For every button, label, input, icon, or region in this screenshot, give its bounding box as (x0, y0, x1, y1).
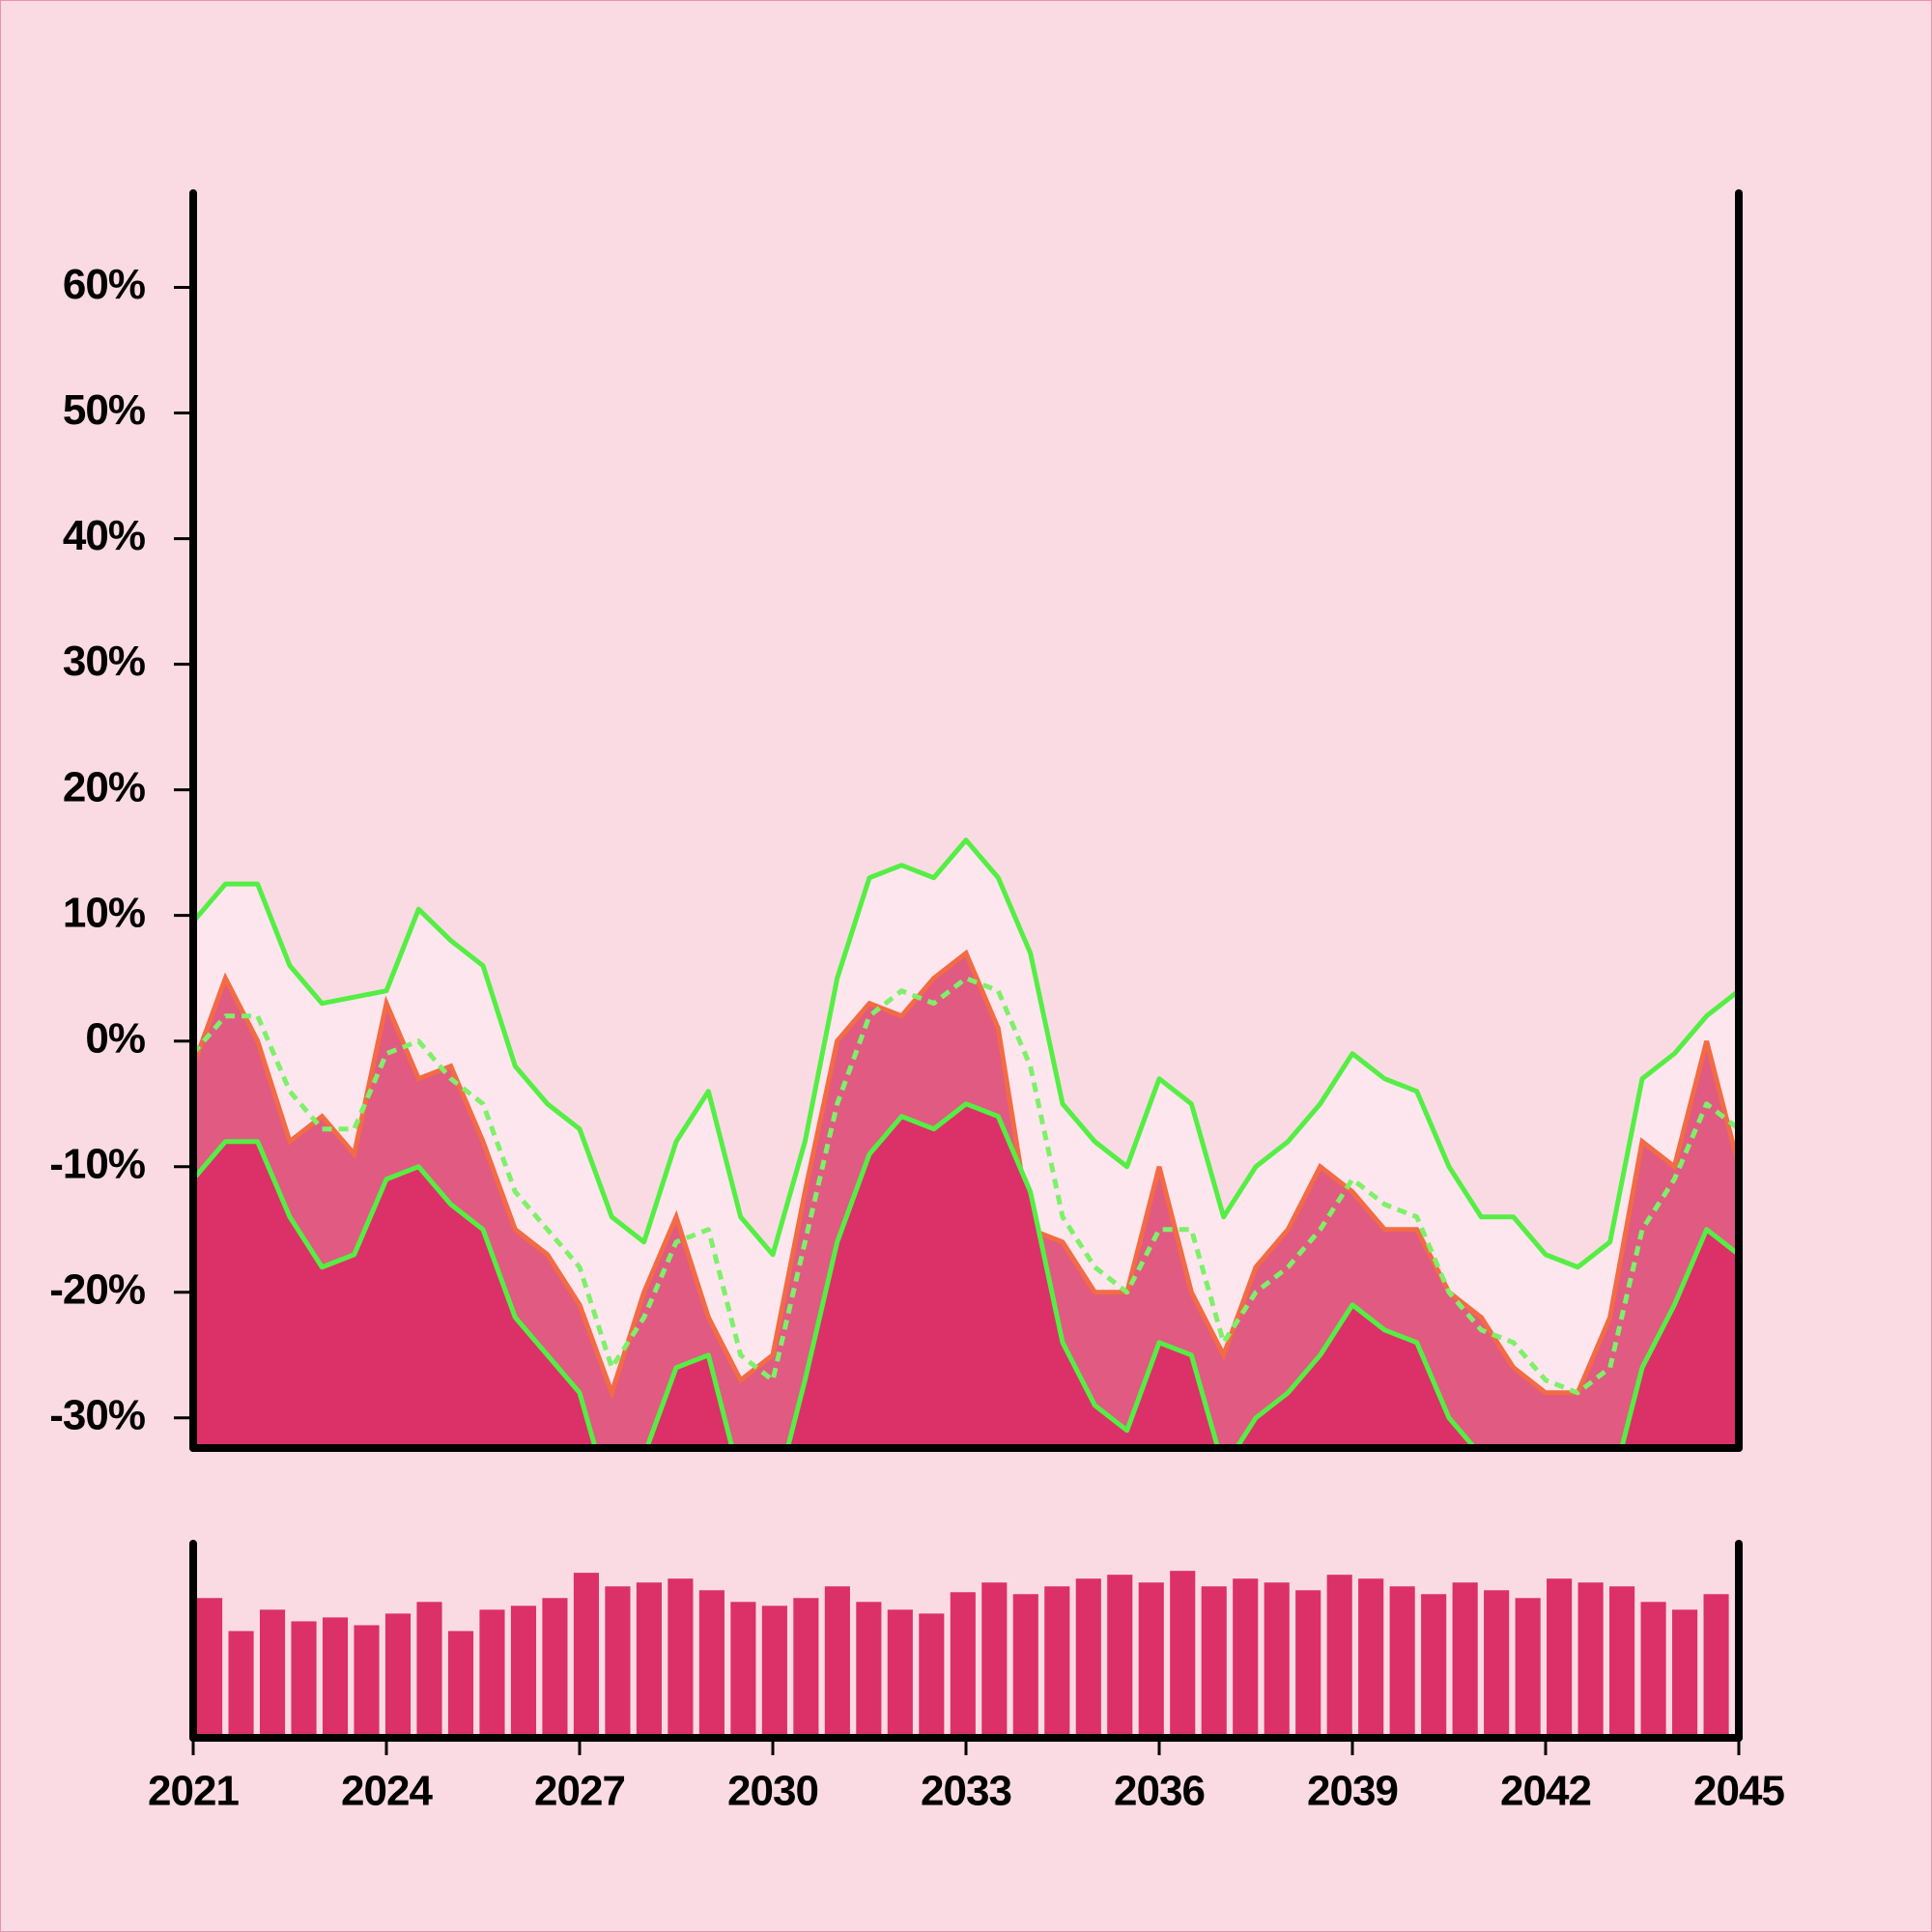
volume-bar (1326, 1575, 1352, 1738)
x-tick-label: 2030 (727, 1768, 818, 1815)
upper-line (193, 838, 1739, 1270)
volume-bar (981, 1582, 1008, 1738)
volume-bar (1609, 1586, 1635, 1738)
x-tick-label: 2033 (921, 1768, 1011, 1815)
volume-bar (1452, 1582, 1478, 1738)
axes: -30% -20% -10% 0% 10% 20% 30% 40% 50% 60% 2021 2024… (49, 189, 1785, 1815)
volume-bar (1012, 1594, 1038, 1738)
x-tick-label: 2021 (148, 1768, 239, 1815)
volume-bar (793, 1598, 819, 1738)
volume-bar (856, 1602, 882, 1738)
plot-area (193, 838, 1739, 1448)
y-tick-label: -30% (49, 1391, 145, 1438)
volume-bar (887, 1609, 913, 1738)
volume-bar (447, 1631, 474, 1738)
y-tick-label: 40% (63, 512, 145, 559)
y-tick-label: 60% (63, 261, 145, 308)
volume-bar (761, 1605, 787, 1738)
y-tick-label: 0% (85, 1014, 145, 1062)
volume-bar (291, 1621, 317, 1738)
volume-bar (698, 1590, 724, 1738)
volume-bar (668, 1578, 694, 1738)
x-tick-label: 2045 (1693, 1768, 1784, 1815)
volume-bar (1389, 1586, 1415, 1738)
lower-line (193, 1101, 1739, 1448)
volume-bar (1044, 1586, 1070, 1738)
volume-bar (1107, 1575, 1133, 1738)
volume-bar (1515, 1598, 1541, 1738)
volume-bar (1484, 1590, 1510, 1738)
volume-bar (197, 1598, 223, 1738)
volume-bar (636, 1582, 662, 1738)
volume-bar (1547, 1578, 1573, 1738)
volume-bar (919, 1613, 945, 1738)
volume-bar (1672, 1609, 1698, 1738)
volume-bar (1640, 1602, 1666, 1738)
volume-bar (384, 1613, 412, 1738)
volume-bar (354, 1625, 380, 1738)
volume-bar (259, 1609, 286, 1738)
y-tick-label: 10% (63, 889, 145, 936)
price-line (193, 949, 1739, 1401)
y-tick-label: 50% (63, 386, 145, 434)
volume-bar (573, 1573, 599, 1738)
volume-bar (542, 1598, 568, 1738)
lower-area (193, 1103, 1739, 1448)
volume-bar (1233, 1578, 1259, 1738)
volume-bar (510, 1605, 537, 1738)
volume-bar (1703, 1594, 1729, 1738)
volume-bar (1295, 1590, 1321, 1738)
volume-bar (824, 1586, 850, 1738)
volume-bar (605, 1586, 631, 1738)
y-tick-label: 20% (63, 763, 145, 810)
y-tick-label: -20% (49, 1265, 145, 1313)
volume-bar (1075, 1578, 1101, 1738)
volume-bar (950, 1592, 976, 1738)
y-tick-label: -10% (49, 1140, 145, 1187)
x-tick-label: 2039 (1307, 1768, 1398, 1815)
x-tick-label: 2024 (341, 1768, 433, 1815)
volume-bar (1170, 1571, 1196, 1738)
x-tick-label: 2027 (534, 1768, 625, 1815)
volume-bar (416, 1602, 442, 1738)
volume-bar (730, 1602, 756, 1738)
x-tick-label: 2042 (1500, 1768, 1591, 1815)
x-tick-label: 2036 (1114, 1768, 1205, 1815)
volume-bar (1577, 1582, 1604, 1738)
volume-bar (228, 1631, 254, 1738)
volume-bar (479, 1609, 505, 1738)
volume-bar (1138, 1582, 1164, 1738)
volume-panel (197, 1571, 1729, 1738)
middle-line (193, 976, 1739, 1396)
volume-bar (1358, 1578, 1384, 1738)
volume-bar (1264, 1582, 1290, 1738)
y-tick-label: 30% (63, 638, 145, 685)
volume-bar (322, 1617, 349, 1738)
volume-bar (1421, 1594, 1447, 1738)
volume-bar (1201, 1586, 1227, 1738)
